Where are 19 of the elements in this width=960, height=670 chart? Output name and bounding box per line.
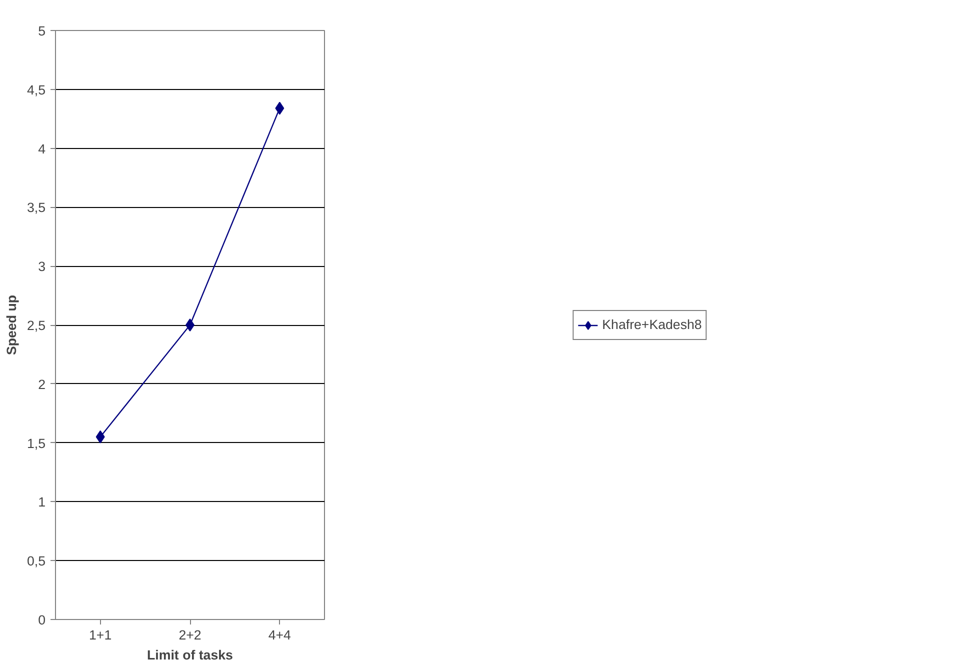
y-tick-label: 3,5 bbox=[26, 200, 46, 216]
legend-label: Khafre+Kadesh8 bbox=[602, 317, 702, 332]
y-tick-label: 1,5 bbox=[26, 436, 46, 451]
y-tick-label: 5 bbox=[38, 24, 46, 38]
y-tick-label: 2,5 bbox=[26, 318, 46, 333]
y-tick-label: 0 bbox=[38, 612, 46, 628]
x-tick-label: 1+1 bbox=[89, 628, 112, 642]
y-tick-label: 2 bbox=[38, 376, 46, 392]
y-tick-label: 0,5 bbox=[26, 554, 46, 569]
x-tick-label: 2+2 bbox=[178, 628, 202, 642]
y-tick-label: 4 bbox=[38, 141, 46, 156]
y-tick-label: 1 bbox=[38, 494, 46, 510]
y-tick-label: 4,5 bbox=[26, 82, 46, 98]
y-axis-title: Speed up bbox=[4, 295, 19, 355]
x-axis-title: Limit of tasks bbox=[147, 648, 233, 662]
point bbox=[96, 430, 105, 444]
point bbox=[275, 102, 284, 115]
x-tick-label: 4+4 bbox=[268, 628, 292, 642]
y-tick-label: 3 bbox=[38, 259, 46, 274]
